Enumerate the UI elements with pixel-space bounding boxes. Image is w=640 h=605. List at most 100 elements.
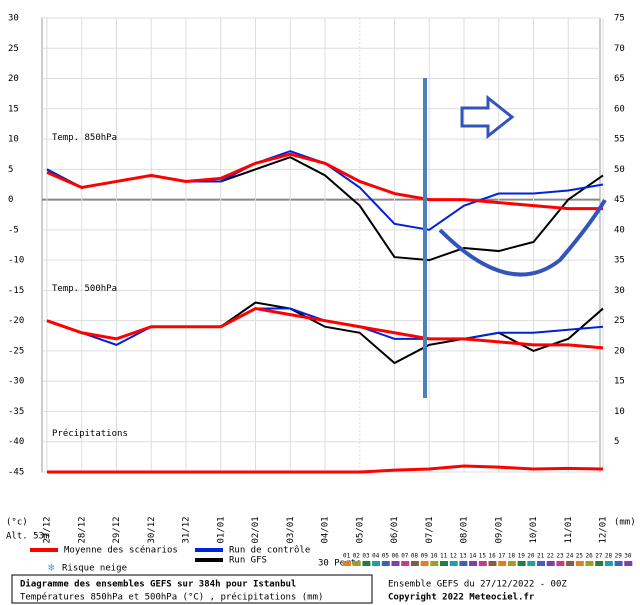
pert-swatch bbox=[488, 561, 497, 566]
y-tick-label: -10 bbox=[8, 256, 24, 266]
pert-swatch bbox=[498, 561, 507, 566]
y2-tick-label: 60 bbox=[614, 104, 625, 114]
pert-swatch bbox=[343, 561, 351, 566]
y-tick-label: 15 bbox=[8, 104, 19, 114]
x-tick-label: 11/01 bbox=[564, 516, 574, 543]
pert-swatch bbox=[401, 561, 410, 566]
y-tick-label: 30 bbox=[8, 14, 19, 24]
run-info: Ensemble GEFS du 27/12/2022 - 00Z bbox=[388, 580, 567, 590]
y2-tick-label: 70 bbox=[614, 44, 625, 54]
x-tick-label: 04/01 bbox=[321, 516, 331, 543]
x-tick-label: 09/01 bbox=[494, 516, 504, 543]
pert-number: 19 bbox=[518, 553, 526, 560]
pert-number: 18 bbox=[508, 553, 516, 560]
pert-number: 26 bbox=[586, 553, 594, 560]
pert-number: 07 bbox=[401, 553, 409, 560]
pert-number: 14 bbox=[469, 553, 477, 560]
y2-tick-label: 40 bbox=[614, 225, 625, 235]
pert-number: 25 bbox=[576, 553, 584, 560]
y-tick-label: 20 bbox=[8, 74, 19, 84]
pert-swatch bbox=[527, 561, 536, 566]
footer-sub: Températures 850hPa et 500hPa (°C) , pré… bbox=[20, 592, 323, 603]
snow-label: Risque neige bbox=[62, 564, 127, 574]
y-tick-label: -40 bbox=[8, 437, 24, 447]
pert-swatch bbox=[614, 561, 623, 566]
pert-swatch bbox=[469, 561, 478, 566]
x-tick-label: 02/01 bbox=[251, 516, 261, 543]
pert-swatch bbox=[430, 561, 439, 566]
pert-number: 04 bbox=[372, 553, 380, 560]
y2-tick-label: 55 bbox=[614, 135, 625, 145]
pert-number: 11 bbox=[440, 553, 448, 560]
pert-swatch bbox=[410, 561, 419, 566]
pert-number: 17 bbox=[498, 553, 506, 560]
pert-number: 27 bbox=[595, 553, 603, 560]
x-tick-label: 01/01 bbox=[216, 516, 226, 543]
pert-swatch bbox=[478, 561, 487, 566]
pert-swatch bbox=[575, 561, 584, 566]
pert-number: 03 bbox=[362, 553, 370, 560]
series-line bbox=[46, 152, 603, 211]
y-tick-label: -35 bbox=[8, 407, 24, 417]
pert-swatch bbox=[362, 561, 371, 566]
pert-number: 30 bbox=[624, 553, 632, 560]
x-tick-label: 27/12 bbox=[43, 516, 53, 543]
y2-tick-label: 20 bbox=[614, 346, 625, 356]
y2-tick-label: 45 bbox=[614, 195, 625, 205]
panel-label: Temp. 850hPa bbox=[52, 133, 117, 143]
pert-swatch bbox=[507, 561, 516, 566]
y2-tick-label: 5 bbox=[614, 437, 619, 447]
pert-number: 05 bbox=[382, 553, 390, 560]
y2-tick-label: 30 bbox=[614, 286, 625, 296]
precip-label: Précipitations bbox=[52, 428, 128, 439]
pert-number: 06 bbox=[392, 553, 400, 560]
pert-number: 28 bbox=[605, 553, 613, 560]
y2-tick-label: 75 bbox=[614, 14, 625, 24]
y-unit: (°c) bbox=[6, 518, 28, 528]
footer-title: Diagramme des ensembles GEFS sur 384h po… bbox=[20, 579, 296, 590]
pert-swatch bbox=[604, 561, 613, 566]
pert-swatch bbox=[459, 561, 468, 566]
x-tick-label: 12/01 bbox=[599, 516, 609, 543]
x-tick-label: 10/01 bbox=[529, 516, 539, 543]
copyright: Copyright 2022 Meteociel.fr bbox=[388, 592, 535, 603]
pert-number: 21 bbox=[537, 553, 545, 560]
x-tick-label: 08/01 bbox=[460, 516, 470, 543]
pert-number: 24 bbox=[566, 553, 574, 560]
pert-number: 15 bbox=[479, 553, 487, 560]
legend-label: Run de contrôle bbox=[229, 545, 310, 556]
y-tick-label: 25 bbox=[8, 44, 19, 54]
x-tick-label: 30/12 bbox=[147, 516, 157, 543]
legend-label: Run GFS bbox=[229, 556, 267, 566]
pert-swatch bbox=[624, 561, 633, 566]
x-tick-label: 31/12 bbox=[182, 516, 192, 543]
series-line bbox=[47, 464, 604, 474]
pert-swatch bbox=[556, 561, 565, 566]
pert-number: 08 bbox=[411, 553, 419, 560]
altitude: Alt. 53m bbox=[6, 532, 49, 542]
drawn-arrow bbox=[460, 94, 515, 140]
x-tick-label: 05/01 bbox=[355, 516, 365, 543]
pert-swatch bbox=[517, 561, 526, 566]
perts-label: 30 Perts. bbox=[318, 559, 367, 569]
y2-tick-label: 25 bbox=[614, 316, 625, 326]
legend-label: Moyenne des scénarios bbox=[64, 545, 178, 556]
pert-swatch bbox=[585, 561, 594, 566]
pert-number: 16 bbox=[489, 553, 497, 560]
pert-swatch bbox=[352, 561, 361, 566]
y2-tick-label: 65 bbox=[614, 74, 625, 84]
pert-swatch bbox=[420, 561, 429, 566]
y2-tick-label: 15 bbox=[614, 377, 625, 387]
snow-icon: ❄ bbox=[48, 561, 55, 574]
pert-swatch bbox=[546, 561, 555, 566]
y-tick-label: -20 bbox=[8, 316, 24, 326]
pert-number: 10 bbox=[430, 553, 438, 560]
pert-swatch bbox=[449, 561, 458, 566]
annotation-overlay bbox=[423, 78, 607, 398]
panel-label: Temp. 500hPa bbox=[52, 284, 117, 294]
x-tick-label: 07/01 bbox=[425, 516, 435, 543]
x-tick-label: 28/12 bbox=[77, 516, 87, 543]
y2-tick-label: 50 bbox=[614, 165, 625, 175]
